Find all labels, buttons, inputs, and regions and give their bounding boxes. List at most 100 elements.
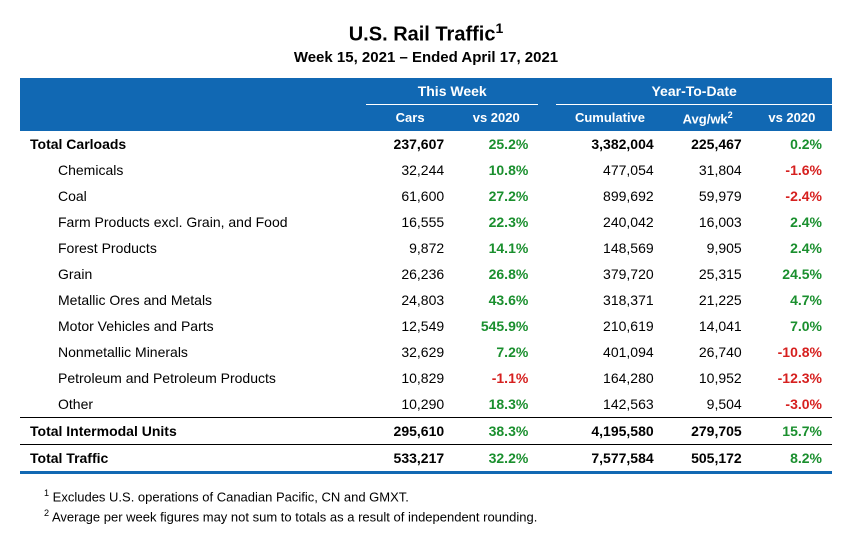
row-label: Forest Products <box>20 235 366 261</box>
cell-cars: 16,555 <box>366 209 454 235</box>
table-row: Nonmetallic Minerals32,6297.2%401,09426,… <box>20 339 832 365</box>
table-row: Forest Products9,87214.1%148,5699,9052.4… <box>20 235 832 261</box>
header-group-row: This Week Year-To-Date <box>20 78 832 105</box>
cell-cars: 10,290 <box>366 391 454 418</box>
cell-avg: 59,979 <box>664 183 752 209</box>
cell-cumulative: 148,569 <box>556 235 663 261</box>
cell-gap <box>538 391 556 418</box>
header-gap-2 <box>538 104 556 131</box>
page-subtitle: Week 15, 2021 – Ended April 17, 2021 <box>20 49 832 66</box>
cell-cars: 9,872 <box>366 235 454 261</box>
header-cumulative: Cumulative <box>556 104 663 131</box>
header-ytd: Year-To-Date <box>556 78 832 105</box>
cell-vs-ytd: 8.2% <box>752 444 832 472</box>
cell-vs-week: 14.1% <box>454 235 538 261</box>
row-label: Motor Vehicles and Parts <box>20 313 366 339</box>
cell-gap <box>538 444 556 472</box>
header-cars: Cars <box>366 104 454 131</box>
cell-vs-week: 26.8% <box>454 261 538 287</box>
row-label: Total Traffic <box>20 444 366 472</box>
footnote: 2 Average per week figures may not sum t… <box>44 508 832 524</box>
cell-avg: 21,225 <box>664 287 752 313</box>
page-title: U.S. Rail Traffic1 <box>20 20 832 47</box>
cell-cars: 26,236 <box>366 261 454 287</box>
footnotes: 1 Excludes U.S. operations of Canadian P… <box>20 488 832 525</box>
cell-vs-ytd: -12.3% <box>752 365 832 391</box>
cell-cumulative: 240,042 <box>556 209 663 235</box>
cell-cars: 12,549 <box>366 313 454 339</box>
cell-vs-week: 18.3% <box>454 391 538 418</box>
cell-avg: 25,315 <box>664 261 752 287</box>
cell-avg: 9,905 <box>664 235 752 261</box>
cell-avg: 505,172 <box>664 444 752 472</box>
cell-vs-week: 545.9% <box>454 313 538 339</box>
row-label: Coal <box>20 183 366 209</box>
header-vs2020-week: vs 2020 <box>454 104 538 131</box>
cell-cars: 10,829 <box>366 365 454 391</box>
cell-avg: 14,041 <box>664 313 752 339</box>
row-label: Metallic Ores and Metals <box>20 287 366 313</box>
cell-vs-week: 43.6% <box>454 287 538 313</box>
table-row: Total Intermodal Units295,61038.3%4,195,… <box>20 417 832 444</box>
cell-cumulative: 3,382,004 <box>556 131 663 157</box>
table-row: Motor Vehicles and Parts12,549545.9%210,… <box>20 313 832 339</box>
cell-gap <box>538 287 556 313</box>
cell-cars: 533,217 <box>366 444 454 472</box>
row-label: Grain <box>20 261 366 287</box>
footnote: 1 Excludes U.S. operations of Canadian P… <box>44 488 832 504</box>
table-body: Total Carloads237,60725.2%3,382,004225,4… <box>20 131 832 473</box>
cell-vs-ytd: 0.2% <box>752 131 832 157</box>
cell-gap <box>538 261 556 287</box>
cell-avg: 31,804 <box>664 157 752 183</box>
row-label: Petroleum and Petroleum Products <box>20 365 366 391</box>
cell-vs-week: 7.2% <box>454 339 538 365</box>
cell-vs-week: 10.8% <box>454 157 538 183</box>
table-row: Grain26,23626.8% 379,72025,31524.5% <box>20 261 832 287</box>
cell-gap <box>538 235 556 261</box>
cell-vs-ytd: 7.0% <box>752 313 832 339</box>
table-row: Other10,29018.3%142,5639,504-3.0% <box>20 391 832 418</box>
cell-cars: 237,607 <box>366 131 454 157</box>
header-empty <box>20 78 366 105</box>
header-this-week: This Week <box>366 78 538 105</box>
cell-cumulative: 318,371 <box>556 287 663 313</box>
cell-cumulative: 379,720 <box>556 261 663 287</box>
cell-vs-ytd: 24.5% <box>752 261 832 287</box>
cell-cumulative: 477,054 <box>556 157 663 183</box>
cell-vs-week: 27.2% <box>454 183 538 209</box>
table-row: Total Traffic533,21732.2% 7,577,584505,17… <box>20 444 832 472</box>
cell-vs-week: 38.3% <box>454 417 538 444</box>
cell-vs-ytd: -3.0% <box>752 391 832 418</box>
cell-vs-week: 32.2% <box>454 444 538 472</box>
header-empty-2 <box>20 104 366 131</box>
table-row: Coal61,60027.2%899,69259,979-2.4% <box>20 183 832 209</box>
cell-gap <box>538 183 556 209</box>
header-vs2020-ytd: vs 2020 <box>752 104 832 131</box>
cell-vs-ytd: 2.4% <box>752 209 832 235</box>
cell-vs-ytd: -2.4% <box>752 183 832 209</box>
table-row: Chemicals32,24410.8%477,05431,804-1.6% <box>20 157 832 183</box>
cell-vs-ytd: -1.6% <box>752 157 832 183</box>
cell-vs-week: 22.3% <box>454 209 538 235</box>
cell-cars: 295,610 <box>366 417 454 444</box>
row-label: Total Carloads <box>20 131 366 157</box>
table-row: Metallic Ores and Metals24,80343.6% 318,3… <box>20 287 832 313</box>
header-avgwk-sup: 2 <box>728 110 733 120</box>
table-row: Total Carloads237,60725.2%3,382,004225,4… <box>20 131 832 157</box>
cell-avg: 10,952 <box>664 365 752 391</box>
cell-cumulative: 4,195,580 <box>556 417 663 444</box>
footnote-text: Excludes U.S. operations of Canadian Pac… <box>49 489 409 504</box>
title-sup: 1 <box>495 20 503 36</box>
cell-cars: 32,629 <box>366 339 454 365</box>
cell-vs-week: 25.2% <box>454 131 538 157</box>
title-text: U.S. Rail Traffic <box>349 24 496 46</box>
cell-cumulative: 899,692 <box>556 183 663 209</box>
cell-gap <box>538 339 556 365</box>
cell-cumulative: 7,577,584 <box>556 444 663 472</box>
cell-cumulative: 142,563 <box>556 391 663 418</box>
header-sub-row: Cars vs 2020 Cumulative Avg/wk2 vs 2020 <box>20 104 832 131</box>
row-label: Other <box>20 391 366 418</box>
row-label: Nonmetallic Minerals <box>20 339 366 365</box>
cell-cars: 24,803 <box>366 287 454 313</box>
table-row: Petroleum and Petroleum Products10,829 -1… <box>20 365 832 391</box>
